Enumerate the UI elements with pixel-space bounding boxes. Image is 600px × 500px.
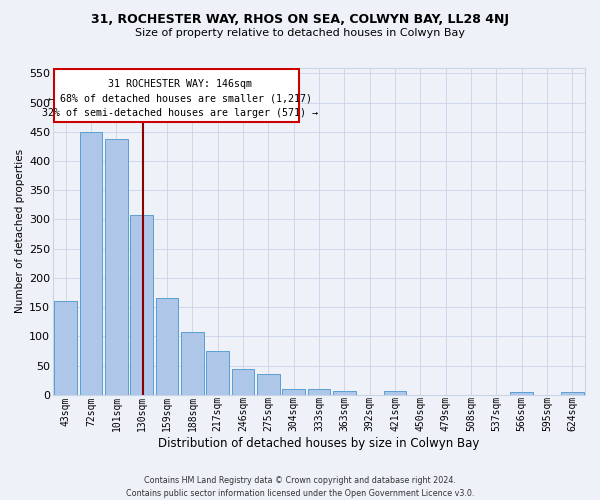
Bar: [55, 302, 77, 395]
X-axis label: Distribution of detached houses by size in Colwyn Bay: Distribution of detached houses by size …: [158, 437, 480, 450]
Bar: [155, 298, 178, 395]
Bar: [181, 332, 204, 395]
Text: Size of property relative to detached houses in Colwyn Bay: Size of property relative to detached ho…: [135, 28, 465, 38]
Bar: [130, 216, 153, 395]
Bar: [561, 392, 584, 395]
Bar: [257, 374, 280, 395]
Text: 32% of semi-detached houses are larger (571) →: 32% of semi-detached houses are larger (…: [43, 108, 319, 118]
Bar: [283, 389, 305, 395]
Text: 31 ROCHESTER WAY: 146sqm: 31 ROCHESTER WAY: 146sqm: [109, 78, 253, 88]
Bar: [105, 140, 128, 395]
Bar: [232, 369, 254, 395]
Y-axis label: Number of detached properties: Number of detached properties: [15, 149, 25, 313]
Text: ← 68% of detached houses are smaller (1,217): ← 68% of detached houses are smaller (1,…: [49, 93, 313, 103]
Bar: [383, 392, 406, 395]
Text: 31, ROCHESTER WAY, RHOS ON SEA, COLWYN BAY, LL28 4NJ: 31, ROCHESTER WAY, RHOS ON SEA, COLWYN B…: [91, 12, 509, 26]
Bar: [206, 351, 229, 395]
Text: Contains HM Land Registry data © Crown copyright and database right 2024.
Contai: Contains HM Land Registry data © Crown c…: [126, 476, 474, 498]
Bar: [333, 392, 356, 395]
Bar: [510, 392, 533, 395]
Bar: [80, 132, 103, 395]
FancyBboxPatch shape: [55, 68, 299, 122]
Bar: [308, 389, 331, 395]
